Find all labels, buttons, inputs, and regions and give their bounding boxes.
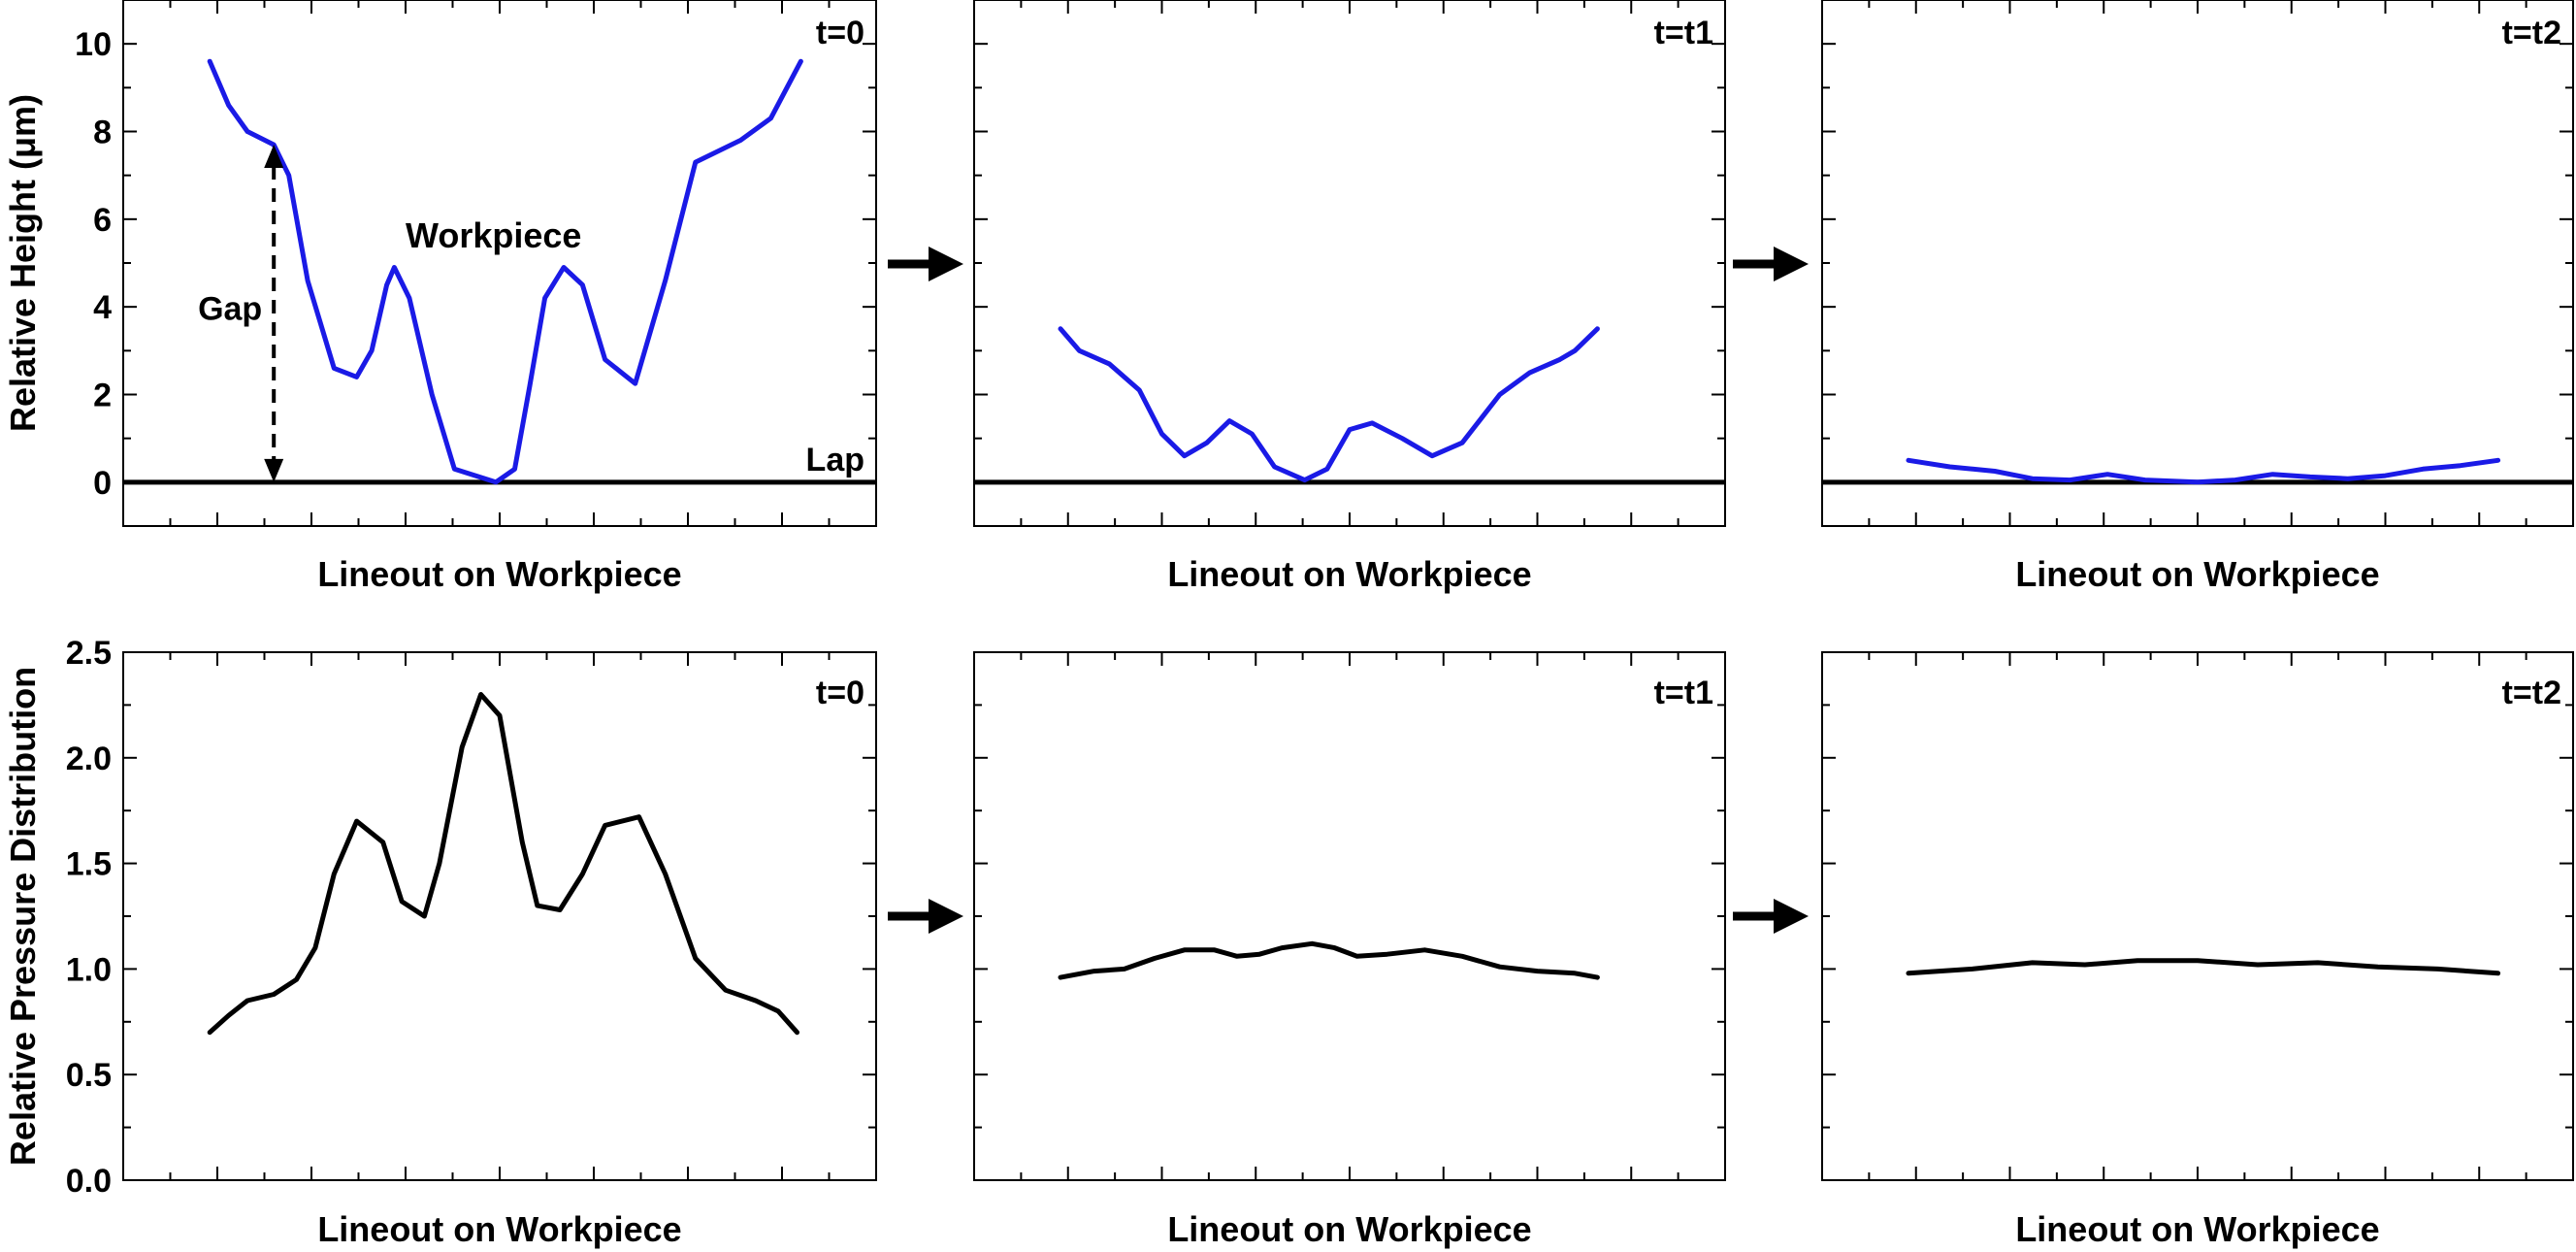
chart-panel-3: t=t2 Lineout on Workpiece (1821, 0, 2574, 594)
right-arrow-icon (1733, 899, 1809, 934)
chart-panel-5: t=t1 Lineout on Workpiece (973, 651, 1726, 1249)
y-tick-label: 8 (93, 115, 112, 151)
time-label: t=0 (816, 675, 864, 711)
y-tick-label: 1.0 (66, 951, 112, 988)
chart-panel-1: 0 2 4 6 8 10 Lap Gap Workpiece t=0 Lineout on Work… (3, 0, 877, 594)
time-label: t=t1 (1654, 675, 1713, 711)
arrow-head (1774, 899, 1809, 934)
workpiece-label: Workpiece (406, 215, 581, 255)
y-tick-label: 1.5 (66, 846, 112, 883)
y-axis-label: Relative Height (μm) (3, 94, 43, 432)
time-label: t=t1 (1654, 15, 1713, 51)
y-tick-label: 0.0 (66, 1163, 112, 1200)
plot-frame (1821, 0, 2574, 527)
plot-frame (973, 0, 1726, 527)
y-tick-label: 2.5 (66, 635, 112, 672)
time-label: t=t2 (2502, 15, 2561, 51)
plot-frame (1821, 651, 2574, 1181)
series-line (1058, 940, 1600, 980)
right-arrow-icon (888, 899, 963, 934)
y-tick-label: 2 (93, 378, 112, 414)
right-arrow-icon (1733, 247, 1809, 281)
series-line (207, 58, 803, 485)
plot-frame (122, 651, 877, 1181)
x-axis-label: Lineout on Workpiece (2015, 1209, 2379, 1249)
series-line (207, 692, 799, 1036)
time-label: t=t2 (2502, 675, 2561, 711)
series-line (1906, 457, 2501, 485)
y-tick-label: 4 (93, 289, 112, 326)
right-arrow-icon (888, 247, 963, 281)
y-axis-label: Relative Pressure Distribution (3, 667, 43, 1166)
y-tick-label: 0 (93, 465, 112, 502)
plot-frame (973, 651, 1726, 1181)
series-line (1058, 326, 1600, 483)
arrow-head (929, 247, 963, 281)
gap-arrowhead-down (264, 458, 284, 482)
plot-frame (122, 0, 877, 527)
chart-panel-4: 0.0 0.5 1.0 1.5 2.0 2.5 t=0 Lineout on Workpiec… (3, 635, 877, 1249)
chart-panel-2: t=t1 Lineout on Workpiece (973, 0, 1726, 594)
y-tick-label: 6 (93, 202, 112, 239)
y-tick-label: 2.0 (66, 741, 112, 777)
x-axis-label: Lineout on Workpiece (1167, 554, 1531, 594)
time-label: t=0 (816, 15, 864, 51)
gap-arrowhead-up (264, 145, 284, 169)
series-line (1906, 958, 2501, 976)
x-axis-label: Lineout on Workpiece (317, 554, 681, 594)
x-axis-label: Lineout on Workpiece (2015, 554, 2379, 594)
x-axis-label: Lineout on Workpiece (1167, 1209, 1531, 1249)
y-tick-label: 0.5 (66, 1057, 112, 1094)
arrow-head (929, 899, 963, 934)
chart-panel-6: t=t2 Lineout on Workpiece (1821, 651, 2574, 1249)
arrow-head (1774, 247, 1809, 281)
gap-label: Gap (198, 291, 262, 328)
x-axis-label: Lineout on Workpiece (317, 1209, 681, 1249)
y-tick-label: 10 (75, 26, 112, 63)
lap-label: Lap (806, 442, 864, 478)
